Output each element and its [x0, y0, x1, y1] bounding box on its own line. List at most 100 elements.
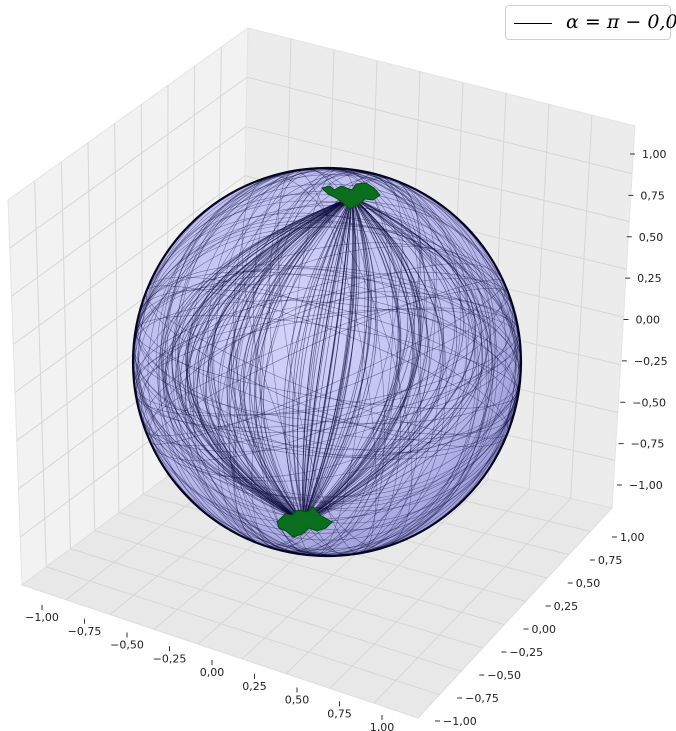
trajectory-curve	[302, 196, 354, 523]
grid-line	[285, 478, 489, 675]
trajectory-curve	[171, 196, 353, 523]
trajectory-curve	[163, 196, 353, 523]
z-tick-label: 0,75	[640, 189, 665, 202]
trajectory-curve	[302, 196, 458, 523]
trajectory-curve	[302, 196, 444, 523]
trajectory-curve	[302, 196, 353, 523]
cluster-top	[321, 182, 381, 210]
y-tick-label: 1,00	[620, 531, 645, 544]
trajectory-curve	[302, 196, 371, 523]
z-tick-label: −0,50	[632, 396, 666, 409]
y-axis-ticks: −1,00 −0,75 −0,50 −0,25 0,00 0,25 0,50 0,75 1,00	[435, 531, 645, 728]
trajectory-curve	[211, 196, 353, 523]
x-tick-label: 0,50	[285, 694, 310, 707]
legend-line-swatch	[514, 23, 552, 24]
y-tick-label: −0,50	[487, 669, 521, 682]
trajectory-curve	[302, 196, 493, 523]
x-tick-label: 0,25	[242, 680, 267, 693]
y-tick-label: 0,75	[598, 554, 623, 567]
trajectory-curve	[228, 196, 353, 523]
trajectory-curve	[292, 196, 353, 523]
trajectory-curve	[302, 196, 409, 523]
grid-line	[11, 125, 630, 297]
x-tick-label: 0,75	[327, 707, 352, 720]
x-tick-label: −0,25	[153, 652, 187, 665]
x-axis-ticks: −1,00 −0,75 −0,50 −0,25 0,00 0,25 0,50 0,75 1,00	[25, 605, 394, 731]
legend: α = π − 0,01	[505, 5, 676, 40]
trajectory-curve	[296, 196, 353, 523]
x-tick-label: −1,00	[25, 611, 59, 624]
z-axis-ticks: 1,00 0,75 0,50 0,25 0,00 −0,25 −0,50 −0,75 −1,00	[617, 148, 668, 492]
z-tick-label: −0,25	[634, 355, 668, 368]
trajectory-curve	[285, 196, 353, 523]
trajectory-curve	[186, 196, 353, 523]
y-tick-label: −0,25	[509, 646, 543, 659]
trajectory-curve	[187, 196, 353, 523]
trajectory-curve	[302, 196, 416, 523]
z-tick-label: −0,75	[631, 438, 665, 451]
trajectory-curve	[297, 196, 353, 523]
grid-line	[94, 530, 483, 649]
trajectory-curve	[302, 196, 456, 523]
trajectory-curve	[177, 196, 353, 523]
z-tick-label: 0,25	[637, 272, 662, 285]
trajectory-curve	[302, 196, 402, 523]
trajectory-curve	[179, 196, 353, 523]
grid-line	[373, 498, 572, 704]
trajectory-curve	[302, 196, 353, 523]
trajectory-curve	[208, 196, 353, 523]
trajectory-curve	[302, 196, 353, 523]
trajectory-curve	[302, 196, 353, 523]
trajectory-curve	[302, 196, 413, 523]
x-tick-label: 1,00	[370, 721, 395, 731]
x-tick-label: 0,00	[200, 666, 225, 679]
trajectory-curve	[165, 196, 353, 523]
cluster-bottom	[276, 506, 333, 538]
x-tick-label: −0,75	[68, 625, 102, 638]
trajectory-curve	[242, 196, 353, 523]
trajectory-curve	[302, 196, 355, 523]
trajectory-curve	[205, 196, 353, 523]
grid-line	[329, 488, 530, 689]
trajectory-curve	[185, 196, 353, 523]
trajectory-curve	[302, 196, 353, 523]
y-tick-label: 0,25	[554, 600, 579, 613]
trajectory-curve	[302, 196, 369, 523]
trajectory-curve	[217, 196, 353, 523]
trajectory-curve	[302, 196, 464, 523]
trajectory-curve	[302, 196, 422, 523]
trajectory-curve	[302, 196, 484, 523]
trajectory-curve	[163, 196, 353, 523]
grid-line	[46, 566, 440, 696]
z-tick-label: 0,50	[639, 231, 664, 244]
x-tick-label: −0,50	[110, 639, 144, 652]
trajectory-curve	[302, 196, 430, 523]
trajectory-curve	[302, 196, 445, 523]
y-tick-label: −1,00	[443, 715, 477, 728]
trajectory-curve	[283, 196, 353, 523]
y-tick-label: −0,75	[465, 692, 499, 705]
trajectory-curve	[243, 196, 353, 523]
trajectory-curve	[302, 196, 475, 523]
y-tick-label: 0,50	[576, 577, 601, 590]
trajectory-curve	[198, 196, 353, 523]
grid-line	[9, 76, 633, 249]
grid-line	[70, 548, 462, 672]
trajectory-curve	[302, 196, 415, 523]
y-tick-label: 0,00	[532, 623, 557, 636]
sphere-outline	[131, 166, 523, 558]
trajectory-curve	[302, 196, 353, 523]
grid-line	[12, 175, 627, 345]
trajectory-curve	[302, 196, 378, 523]
trajectory-curve	[302, 196, 491, 523]
trajectory-curve	[249, 196, 353, 523]
trajectory-curve	[302, 196, 488, 523]
z-tick-label: 1,00	[642, 148, 667, 161]
trajectory-curve	[302, 196, 369, 523]
trajectory-curve	[302, 196, 357, 523]
trajectory-curve	[263, 196, 353, 523]
trajectory-curve	[165, 196, 353, 523]
legend-label: α = π − 0,01	[566, 11, 676, 33]
z-tick-label: −1,00	[629, 479, 663, 492]
